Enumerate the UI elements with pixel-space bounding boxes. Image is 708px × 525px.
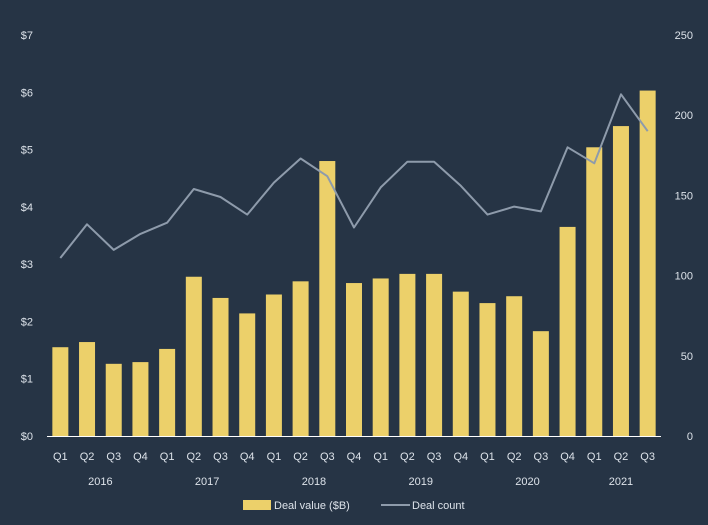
quarter-label: Q2 (400, 451, 415, 463)
quarter-label: Q2 (186, 451, 201, 463)
quarter-label: Q4 (560, 451, 575, 463)
left-tick-label: $1 (21, 374, 33, 386)
quarter-label: Q2 (614, 451, 629, 463)
quarter-label: Q4 (347, 451, 362, 463)
left-tick-label: $5 (21, 145, 33, 157)
quarter-label: Q1 (53, 451, 68, 463)
deal-value-bar (560, 227, 576, 436)
year-label: 2018 (302, 476, 326, 488)
right-tick-label: 0 (687, 431, 693, 443)
legend-label-deal-count: Deal count (412, 500, 465, 512)
quarter-label: Q1 (373, 451, 388, 463)
deal-value-bar (52, 347, 68, 436)
quarter-label: Q1 (587, 451, 602, 463)
year-label: 2017 (195, 476, 219, 488)
quarter-label: Q1 (160, 451, 175, 463)
left-axis-ticks: $0 $1 $2 $3 $4 $5 $6 $7 (21, 30, 33, 443)
deal-value-bar (373, 278, 389, 436)
legend-label-deal-value: Deal value ($B) (274, 500, 350, 512)
left-tick-label: $6 (21, 87, 33, 99)
deal-value-bar (132, 362, 148, 436)
deal-value-bar (506, 296, 522, 436)
deal-value-bar (613, 126, 629, 436)
right-tick-label: 250 (675, 30, 693, 42)
deal-value-bar (533, 331, 549, 436)
quarter-label: Q1 (480, 451, 495, 463)
quarter-label: Q4 (133, 451, 148, 463)
deal-value-bar (186, 277, 202, 436)
deal-value-bar (79, 342, 95, 436)
legend: Deal value ($B) Deal count (243, 500, 465, 512)
deal-value-bar (453, 292, 469, 436)
quarter-label: Q1 (267, 451, 282, 463)
left-tick-label: $4 (21, 202, 33, 214)
deal-value-bar (399, 274, 415, 436)
right-tick-label: 200 (675, 110, 693, 122)
left-tick-label: $2 (21, 316, 33, 328)
right-tick-label: 150 (675, 190, 693, 202)
deal-value-bar (640, 91, 656, 436)
deal-value-bar (266, 295, 282, 436)
year-label: 2016 (88, 476, 112, 488)
deal-value-bar (239, 313, 255, 436)
deal-value-bars (52, 91, 655, 436)
quarter-label: Q2 (507, 451, 522, 463)
quarter-label: Q2 (293, 451, 308, 463)
quarter-label: Q4 (240, 451, 255, 463)
deal-value-bar (479, 303, 495, 436)
year-labels: 2016 2017 2018 2019 2020 2021 (88, 476, 633, 488)
year-label: 2021 (609, 476, 633, 488)
deal-value-bar (319, 161, 335, 436)
deal-value-bar (293, 281, 309, 436)
left-tick-label: $7 (21, 30, 33, 42)
year-label: 2019 (408, 476, 432, 488)
legend-swatch-deal-value (243, 500, 271, 510)
quarter-label: Q3 (213, 451, 228, 463)
left-tick-label: $0 (21, 431, 33, 443)
right-axis-ticks: 0 50 100 150 200 250 (675, 30, 693, 443)
quarter-label: Q3 (106, 451, 121, 463)
quarter-label: Q3 (534, 451, 549, 463)
quarter-label: Q4 (453, 451, 468, 463)
deal-value-bar (346, 283, 362, 436)
deal-value-bar (586, 147, 602, 436)
deal-value-bar (106, 364, 122, 436)
quarter-label: Q3 (427, 451, 442, 463)
deal-value-bar (213, 298, 229, 436)
quarter-labels: Q1 Q2 Q3 Q4 Q1 Q2 Q3 Q4 Q1 Q2 Q3 Q4 Q1 Q2 Q3 Q4 Q1 Q2 Q3 Q4… (53, 451, 655, 463)
quarter-label: Q2 (80, 451, 95, 463)
quarter-label: Q3 (320, 451, 335, 463)
deal-value-bar (159, 349, 175, 436)
left-tick-label: $3 (21, 259, 33, 271)
right-tick-label: 50 (681, 351, 693, 363)
quarter-label: Q3 (640, 451, 655, 463)
deal-value-bar (426, 274, 442, 436)
year-label: 2020 (515, 476, 539, 488)
right-tick-label: 100 (675, 271, 693, 283)
